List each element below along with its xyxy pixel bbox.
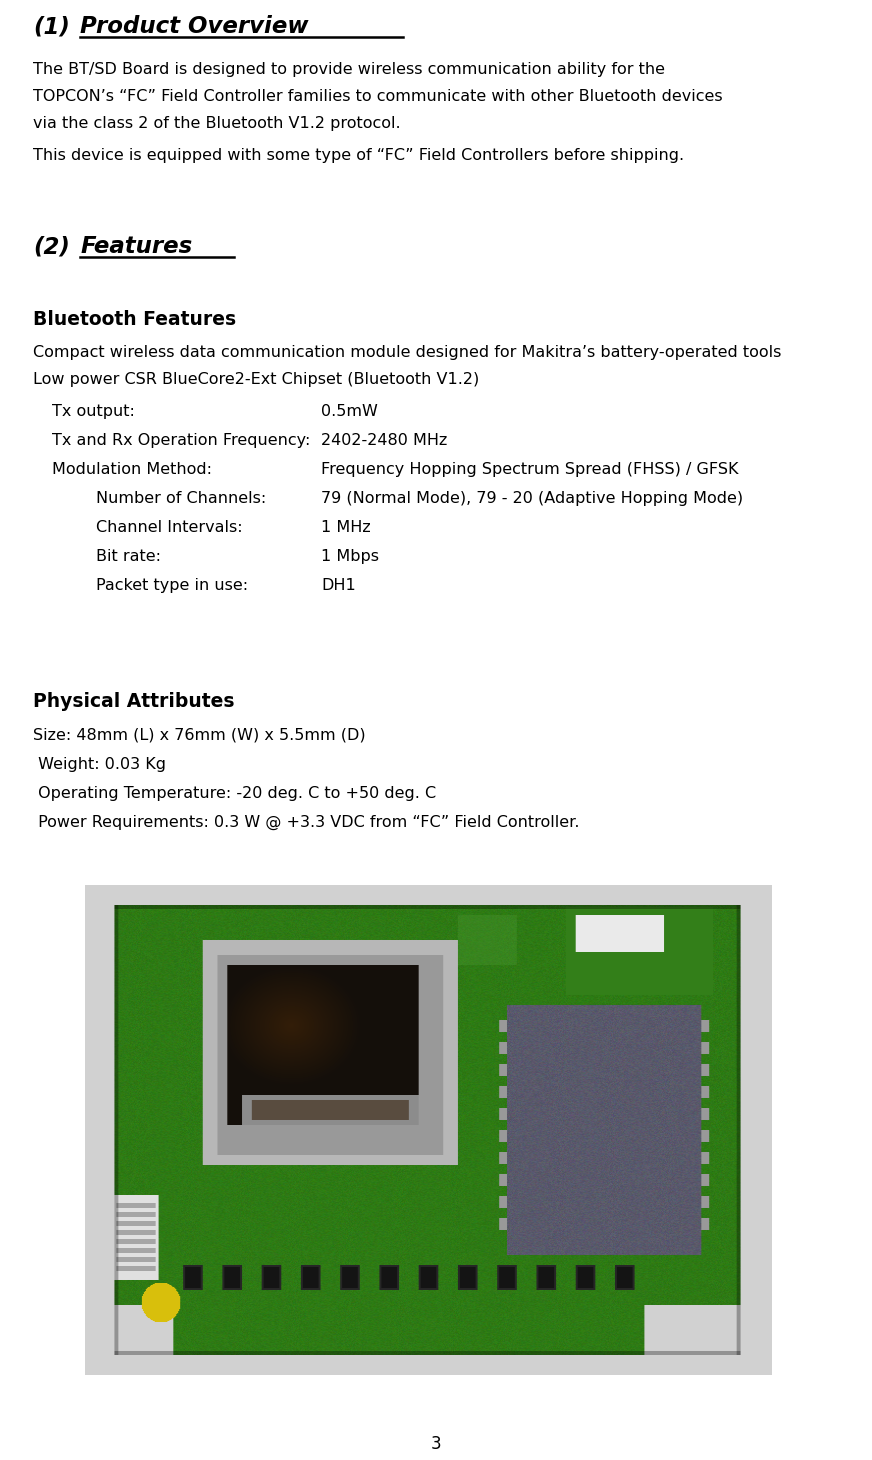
Text: Bluetooth Features: Bluetooth Features bbox=[33, 310, 236, 328]
Text: TOPCON’s “FC” Field Controller families to communicate with other Bluetooth devi: TOPCON’s “FC” Field Controller families … bbox=[33, 89, 723, 104]
Text: Tx and Rx Operation Frequency:: Tx and Rx Operation Frequency: bbox=[52, 434, 310, 448]
Text: 79 (Normal Mode), 79 - 20 (Adaptive Hopping Mode): 79 (Normal Mode), 79 - 20 (Adaptive Hopp… bbox=[321, 491, 743, 507]
Text: Tx output:: Tx output: bbox=[52, 404, 135, 419]
Text: 1 MHz: 1 MHz bbox=[321, 520, 371, 534]
Text: Weight: 0.03 Kg: Weight: 0.03 Kg bbox=[33, 756, 167, 772]
Text: Size: 48mm (L) x 76mm (W) x 5.5mm (D): Size: 48mm (L) x 76mm (W) x 5.5mm (D) bbox=[33, 729, 365, 743]
Text: (2): (2) bbox=[33, 235, 70, 258]
Text: Bit rate:: Bit rate: bbox=[96, 549, 161, 564]
Text: 0.5mW: 0.5mW bbox=[321, 404, 378, 419]
Text: Product Overview: Product Overview bbox=[80, 15, 309, 38]
Text: Number of Channels:: Number of Channels: bbox=[96, 491, 266, 507]
Text: Channel Intervals:: Channel Intervals: bbox=[96, 520, 242, 534]
Text: Frequency Hopping Spectrum Spread (FHSS) / GFSK: Frequency Hopping Spectrum Spread (FHSS)… bbox=[321, 461, 739, 477]
Text: Packet type in use:: Packet type in use: bbox=[96, 578, 248, 593]
Text: (1): (1) bbox=[33, 15, 70, 38]
Text: Features: Features bbox=[80, 235, 193, 258]
Text: Power Requirements: 0.3 W @ +3.3 VDC from “FC” Field Controller.: Power Requirements: 0.3 W @ +3.3 VDC fro… bbox=[33, 815, 580, 831]
Text: 1 Mbps: 1 Mbps bbox=[321, 549, 379, 564]
Text: Operating Temperature: -20 deg. C to +50 deg. C: Operating Temperature: -20 deg. C to +50… bbox=[33, 785, 436, 802]
Text: DH1: DH1 bbox=[321, 578, 356, 593]
Text: 2402-2480 MHz: 2402-2480 MHz bbox=[321, 434, 447, 448]
Text: Compact wireless data communication module designed for Makitra’s battery-operat: Compact wireless data communication modu… bbox=[33, 345, 781, 361]
Text: The BT/SD Board is designed to provide wireless communication ability for the: The BT/SD Board is designed to provide w… bbox=[33, 61, 665, 77]
Text: This device is equipped with some type of “FC” Field Controllers before shipping: This device is equipped with some type o… bbox=[33, 147, 685, 164]
Text: Physical Attributes: Physical Attributes bbox=[33, 692, 235, 711]
Text: via the class 2 of the Bluetooth V1.2 protocol.: via the class 2 of the Bluetooth V1.2 pr… bbox=[33, 115, 401, 131]
Text: Low power CSR BlueCore2-Ext Chipset (Bluetooth V1.2): Low power CSR BlueCore2-Ext Chipset (Blu… bbox=[33, 372, 480, 387]
Text: Modulation Method:: Modulation Method: bbox=[52, 461, 212, 477]
Text: 3: 3 bbox=[431, 1435, 441, 1453]
